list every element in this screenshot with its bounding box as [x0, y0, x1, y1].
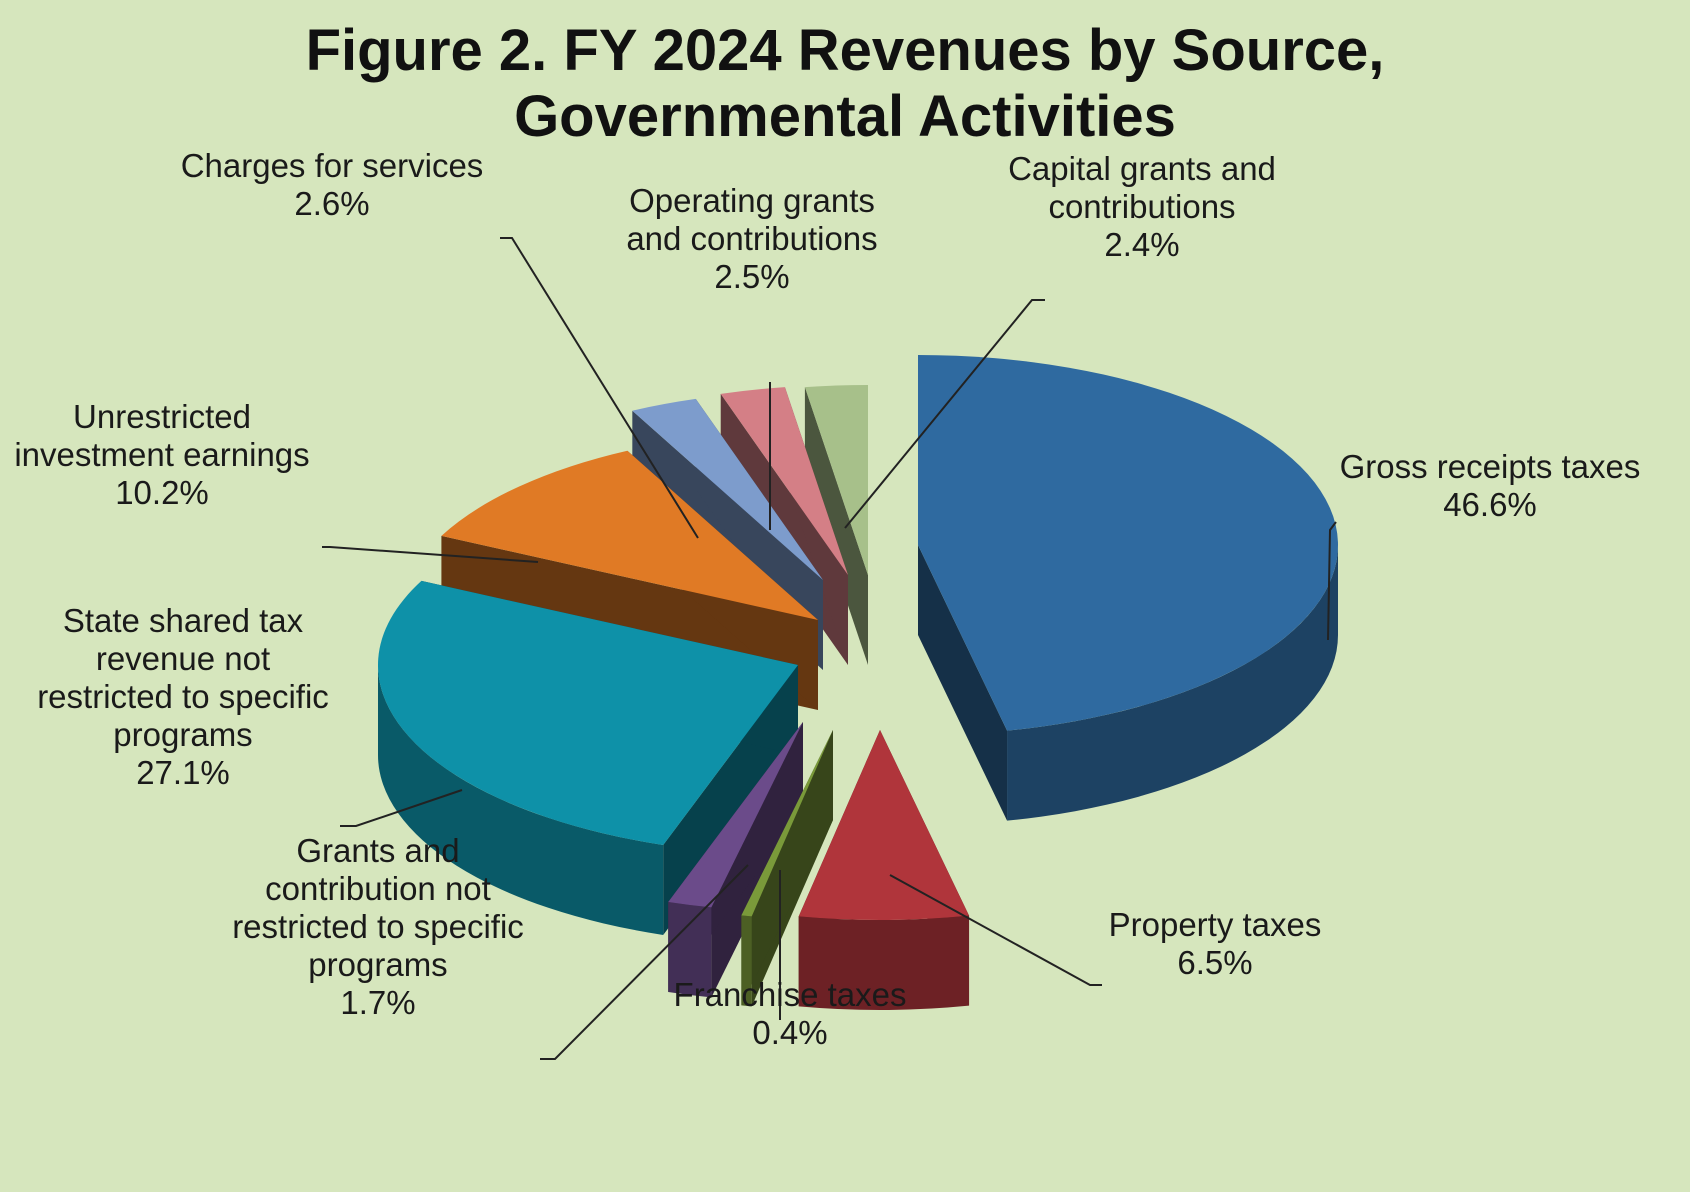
slice-5-top	[441, 450, 818, 620]
slice-3-name-line-1: contribution not	[265, 870, 491, 907]
slice-2-value: 0.4%	[752, 1014, 827, 1051]
slice-7-value: 2.5%	[714, 258, 789, 295]
slice-4-name-line-0: State shared tax	[63, 602, 304, 639]
slice-3-name-line-3: programs	[308, 946, 447, 983]
slice-3-leader-line	[540, 864, 749, 1060]
slice-0-name-line-0: Gross receipts taxes	[1340, 448, 1641, 485]
slice-4-name-line-3: programs	[113, 716, 252, 753]
slice-4-outer-wall-0	[378, 665, 664, 935]
slice-1-value: 6.5%	[1177, 944, 1252, 981]
slice-2-label: Franchise taxes 0.4%	[674, 976, 907, 1051]
slice-6-value: 2.6%	[294, 185, 369, 222]
slice-5-leader-line	[322, 546, 539, 563]
slice-3-value: 1.7%	[340, 984, 415, 1021]
slice-2-outer-wall-0	[741, 915, 752, 1007]
slice-1-name-line-0: Property taxes	[1109, 906, 1322, 943]
slice-8-wall-0	[804, 387, 868, 665]
slice-0-label: Gross receipts taxes 46.6%	[1340, 448, 1641, 523]
slice-3-top	[668, 722, 803, 908]
slice-6-leader-line	[500, 237, 699, 539]
slice-0-outer-wall-0	[1007, 545, 1338, 821]
chart-title-line-1: Figure 2. FY 2024 Revenues by Source,	[305, 18, 1385, 83]
slice-8-name-line-0: Capital grants and	[1008, 150, 1276, 187]
slice-8-value: 2.4%	[1104, 226, 1179, 263]
slice-7-top	[720, 387, 848, 575]
slice-3-name-line-2: restricted to specific	[232, 908, 524, 945]
pie-tops	[378, 355, 1339, 921]
slice-1-top	[798, 730, 970, 921]
leader-lines	[322, 237, 1337, 1060]
slice-7-name-line-1: and contributions	[626, 220, 877, 257]
slice-0-top	[918, 355, 1339, 731]
chart-title-line-2: Governmental Activities	[514, 84, 1176, 149]
slice-5-label: Unrestricted investment earnings 10.2%	[14, 398, 309, 511]
slice-7-name-line-0: Operating grants	[629, 182, 875, 219]
slice-4-top	[378, 580, 798, 845]
slice-6-name-line-0: Charges for services	[181, 147, 484, 184]
slice-6-top	[632, 398, 823, 580]
slice-8-top	[804, 385, 868, 575]
slice-2-top	[741, 730, 833, 917]
slice-8-label: Capital grants and contributions 2.4%	[1008, 150, 1276, 263]
slice-7-label: Operating grants and contributions 2.5%	[626, 182, 877, 295]
slice-0-value: 46.6%	[1443, 486, 1537, 523]
slice-5-value: 10.2%	[115, 474, 209, 511]
slice-4-value: 27.1%	[136, 754, 230, 791]
slice-8-leader-line	[844, 299, 1045, 529]
slice-2-name-line-0: Franchise taxes	[674, 976, 907, 1013]
slice-5-name-line-1: investment earnings	[14, 436, 309, 473]
slice-1-label: Property taxes 6.5%	[1109, 906, 1322, 981]
slice-0-wall-1	[918, 545, 1008, 821]
slice-4-label: State shared tax revenue not restricted to…	[37, 602, 329, 791]
slice-1-leader-line	[889, 874, 1102, 986]
slice-4-leader-line	[340, 789, 463, 827]
slice-1-outer-wall-0	[798, 915, 970, 1011]
slice-0-leader-line	[1327, 521, 1337, 641]
slice-5-name-line-0: Unrestricted	[73, 398, 251, 435]
slice-4-name-line-1: revenue not	[96, 640, 270, 677]
slice-3-name-line-0: Grants and	[296, 832, 459, 869]
slice-3-label: Grants and contribution not restricted to …	[232, 832, 524, 1021]
slice-8-name-line-1: contributions	[1048, 188, 1235, 225]
slice-labels: Gross receipts taxes 46.6% Property taxes 6…	[14, 147, 1640, 1051]
slice-2-wall-1	[741, 730, 833, 1006]
slice-3-outer-wall-0	[668, 901, 712, 998]
slice-6-label: Charges for services 2.6%	[181, 147, 484, 222]
slice-4-name-line-2: restricted to specific	[37, 678, 329, 715]
